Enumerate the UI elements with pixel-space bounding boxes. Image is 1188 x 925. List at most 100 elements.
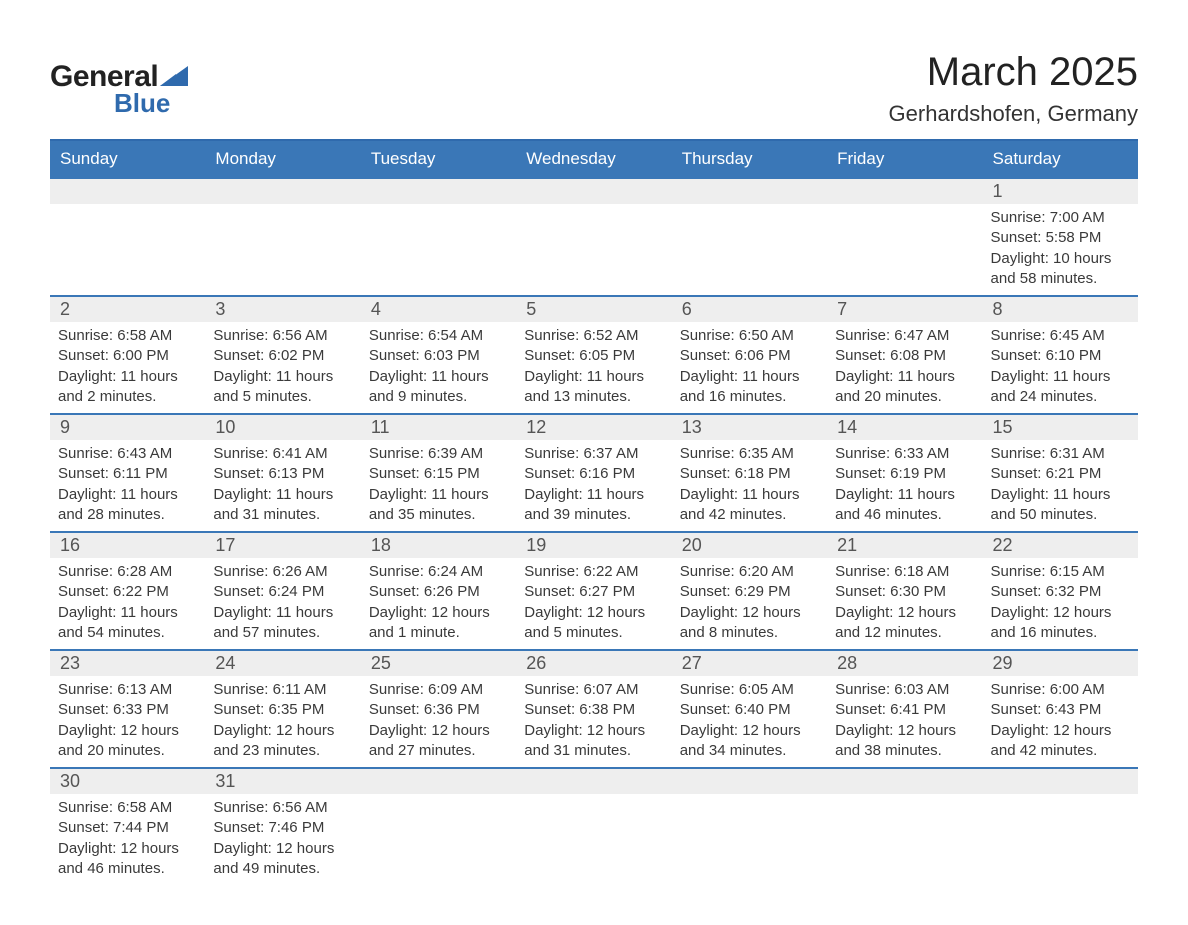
day-number: 15: [983, 415, 1138, 440]
day-dl1: Daylight: 12 hours: [680, 721, 819, 741]
day-number: 4: [361, 297, 516, 322]
day-sunrise: Sunrise: 6:15 AM: [991, 562, 1130, 582]
day-cell-detail: Sunrise: 6:56 AMSunset: 7:46 PMDaylight:…: [205, 794, 360, 885]
day-cell-number: 23: [50, 650, 205, 676]
day-sunset: Sunset: 6:33 PM: [58, 700, 197, 720]
day-dl1: Daylight: 12 hours: [213, 721, 352, 741]
day-sunrise: Sunrise: 6:26 AM: [213, 562, 352, 582]
day-cell-detail: Sunrise: 6:35 AMSunset: 6:18 PMDaylight:…: [672, 440, 827, 532]
day-dl2: and 49 minutes.: [213, 859, 352, 879]
day-dl2: and 23 minutes.: [213, 741, 352, 761]
day-dl2: and 42 minutes.: [680, 505, 819, 525]
week-daynum-row: 2345678: [50, 296, 1138, 322]
day-sunrise: Sunrise: 6:05 AM: [680, 680, 819, 700]
day-cell-detail: Sunrise: 6:00 AMSunset: 6:43 PMDaylight:…: [983, 676, 1138, 768]
day-header: Saturday: [983, 140, 1138, 178]
day-dl1: Daylight: 11 hours: [991, 367, 1130, 387]
day-sunset: Sunset: 6:18 PM: [680, 464, 819, 484]
day-dl1: Daylight: 11 hours: [369, 485, 508, 505]
day-dl2: and 31 minutes.: [524, 741, 663, 761]
day-dl1: Daylight: 12 hours: [835, 603, 974, 623]
day-cell-detail: [983, 794, 1138, 885]
day-dl1: Daylight: 11 hours: [213, 367, 352, 387]
day-cell-number: [672, 178, 827, 204]
day-dl2: and 39 minutes.: [524, 505, 663, 525]
day-cell-number: 5: [516, 296, 671, 322]
day-cell-detail: Sunrise: 6:33 AMSunset: 6:19 PMDaylight:…: [827, 440, 982, 532]
week-daynum-row: 9101112131415: [50, 414, 1138, 440]
day-dl1: Daylight: 12 hours: [991, 603, 1130, 623]
day-dl2: and 38 minutes.: [835, 741, 974, 761]
day-cell-number: 25: [361, 650, 516, 676]
day-cell-detail: [516, 794, 671, 885]
day-cell-detail: Sunrise: 6:45 AMSunset: 6:10 PMDaylight:…: [983, 322, 1138, 414]
day-cell-detail: [672, 794, 827, 885]
day-dl1: Daylight: 12 hours: [524, 721, 663, 741]
day-dl1: Daylight: 11 hours: [58, 603, 197, 623]
day-cell-number: 4: [361, 296, 516, 322]
day-dl1: Daylight: 11 hours: [835, 485, 974, 505]
day-sunrise: Sunrise: 6:18 AM: [835, 562, 974, 582]
header: General Blue March 2025 Gerhardshofen, G…: [50, 40, 1138, 127]
day-header-row: Sunday Monday Tuesday Wednesday Thursday…: [50, 140, 1138, 178]
day-sunset: Sunset: 7:44 PM: [58, 818, 197, 838]
day-dl1: Daylight: 11 hours: [991, 485, 1130, 505]
day-cell-detail: Sunrise: 6:11 AMSunset: 6:35 PMDaylight:…: [205, 676, 360, 768]
day-sunrise: Sunrise: 6:03 AM: [835, 680, 974, 700]
day-sunrise: Sunrise: 6:09 AM: [369, 680, 508, 700]
day-cell-number: 6: [672, 296, 827, 322]
day-number: 1: [983, 179, 1138, 204]
week-daynum-row: 23242526272829: [50, 650, 1138, 676]
day-sunset: Sunset: 6:41 PM: [835, 700, 974, 720]
day-cell-number: 22: [983, 532, 1138, 558]
day-cell-number: 26: [516, 650, 671, 676]
day-cell-detail: [361, 794, 516, 885]
day-sunrise: Sunrise: 6:47 AM: [835, 326, 974, 346]
day-sunrise: Sunrise: 6:11 AM: [213, 680, 352, 700]
day-dl1: Daylight: 12 hours: [369, 603, 508, 623]
day-sunrise: Sunrise: 6:33 AM: [835, 444, 974, 464]
day-cell-number: [983, 768, 1138, 794]
day-dl1: Daylight: 11 hours: [680, 485, 819, 505]
day-sunset: Sunset: 6:13 PM: [213, 464, 352, 484]
day-cell-number: 7: [827, 296, 982, 322]
day-sunset: Sunset: 6:10 PM: [991, 346, 1130, 366]
logo-triangle-icon: [160, 64, 188, 91]
day-cell-number: 27: [672, 650, 827, 676]
day-cell-number: 3: [205, 296, 360, 322]
day-sunset: Sunset: 6:08 PM: [835, 346, 974, 366]
calendar-table: Sunday Monday Tuesday Wednesday Thursday…: [50, 139, 1138, 885]
day-cell-number: 30: [50, 768, 205, 794]
day-cell-detail: Sunrise: 6:05 AMSunset: 6:40 PMDaylight:…: [672, 676, 827, 768]
day-number: 31: [205, 769, 360, 794]
day-cell-detail: Sunrise: 6:31 AMSunset: 6:21 PMDaylight:…: [983, 440, 1138, 532]
day-cell-number: 17: [205, 532, 360, 558]
day-cell-detail: [50, 204, 205, 296]
day-sunrise: Sunrise: 6:50 AM: [680, 326, 819, 346]
day-dl2: and 46 minutes.: [58, 859, 197, 879]
day-sunrise: Sunrise: 6:07 AM: [524, 680, 663, 700]
day-cell-number: 18: [361, 532, 516, 558]
day-cell-number: 14: [827, 414, 982, 440]
day-number: 5: [516, 297, 671, 322]
day-number: 26: [516, 651, 671, 676]
day-dl2: and 31 minutes.: [213, 505, 352, 525]
day-sunrise: Sunrise: 6:56 AM: [213, 798, 352, 818]
day-dl1: Daylight: 11 hours: [524, 485, 663, 505]
day-cell-number: [672, 768, 827, 794]
day-cell-number: 1: [983, 178, 1138, 204]
day-sunset: Sunset: 6:26 PM: [369, 582, 508, 602]
day-header: Friday: [827, 140, 982, 178]
day-cell-number: 29: [983, 650, 1138, 676]
day-sunset: Sunset: 6:32 PM: [991, 582, 1130, 602]
day-cell-detail: Sunrise: 6:09 AMSunset: 6:36 PMDaylight:…: [361, 676, 516, 768]
day-cell-number: 16: [50, 532, 205, 558]
day-sunset: Sunset: 6:40 PM: [680, 700, 819, 720]
day-sunset: Sunset: 6:38 PM: [524, 700, 663, 720]
title-block: March 2025 Gerhardshofen, Germany: [889, 40, 1138, 127]
day-dl2: and 28 minutes.: [58, 505, 197, 525]
day-sunrise: Sunrise: 6:45 AM: [991, 326, 1130, 346]
day-cell-number: 12: [516, 414, 671, 440]
day-cell-detail: Sunrise: 6:13 AMSunset: 6:33 PMDaylight:…: [50, 676, 205, 768]
week-daynum-row: 3031: [50, 768, 1138, 794]
